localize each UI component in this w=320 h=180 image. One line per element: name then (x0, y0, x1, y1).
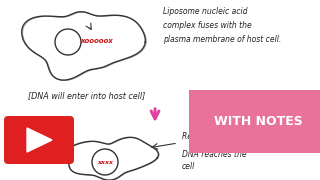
Text: plasma membrane of host cell.: plasma membrane of host cell. (163, 35, 281, 44)
Text: [DNA will enter into host cell]: [DNA will enter into host cell] (28, 91, 145, 100)
Text: WITH NOTES: WITH NOTES (214, 114, 302, 127)
Text: Recombinant DNA: Recombinant DNA (182, 132, 252, 141)
Text: DNA reaches the: DNA reaches the (182, 150, 247, 159)
Text: xxxx: xxxx (97, 160, 113, 165)
FancyBboxPatch shape (4, 116, 74, 164)
Text: Liposome nucleic acid: Liposome nucleic acid (163, 7, 247, 16)
Text: xooooox: xooooox (81, 38, 113, 44)
Text: cell: cell (182, 162, 195, 171)
Polygon shape (27, 128, 52, 152)
Text: complex fuses with the: complex fuses with the (163, 21, 252, 30)
